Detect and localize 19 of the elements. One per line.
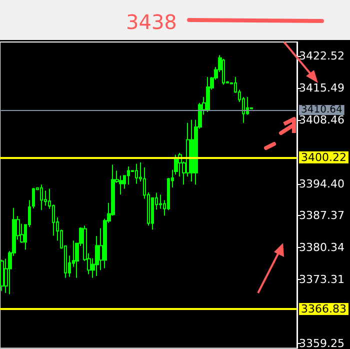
y-tick-label: 3373.31 — [299, 273, 344, 286]
y-tick-label: 3380.34 — [299, 241, 344, 254]
y-tick-label: 3359.25 — [299, 337, 344, 349]
y-tick-label: 3394.40 — [299, 177, 344, 190]
ref-line-label: 3410.64 — [301, 104, 342, 116]
y-tick-label: 3387.37 — [299, 209, 344, 222]
candlestick — [190, 119, 194, 182]
y-tick-label: 3422.52 — [299, 49, 344, 62]
candlestick — [222, 58, 225, 86]
candlestick — [135, 163, 138, 184]
text: 3438 — [126, 10, 177, 34]
candlestick — [206, 76, 210, 112]
ref-line-label: 3366.83 — [301, 302, 346, 316]
candlestick — [32, 187, 35, 209]
y-tick-label: 3408.46 — [299, 113, 344, 126]
ref-line-label: 3400.22 — [301, 150, 346, 164]
candlestick — [127, 166, 130, 186]
candlestick — [40, 184, 43, 211]
y-tick-label: 3415.49 — [299, 81, 344, 94]
